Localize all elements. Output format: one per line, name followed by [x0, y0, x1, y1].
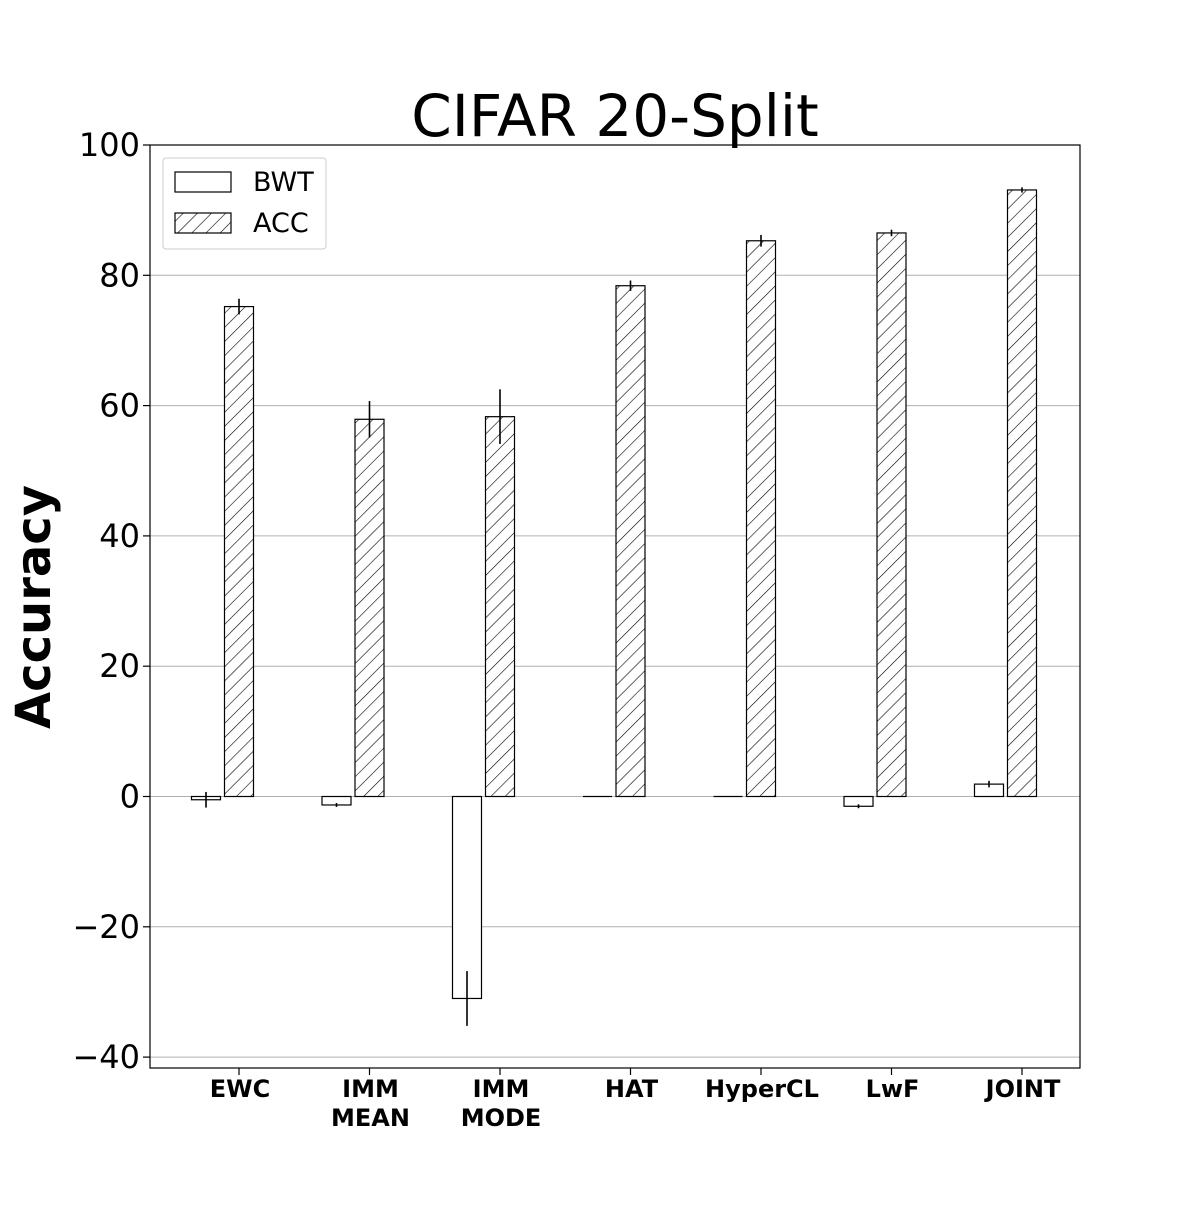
- x-tick-label: JOINT: [984, 1075, 1061, 1103]
- legend-label-bwt: BWT: [253, 167, 314, 198]
- bars-layer: [190, 187, 1038, 1026]
- y-tick-label: 80: [99, 256, 140, 294]
- acc-bar: [484, 416, 516, 798]
- acc-bar: [223, 305, 255, 798]
- y-tick-label: −40: [72, 1038, 140, 1076]
- x-tick-label: LwF: [866, 1075, 920, 1103]
- acc-bar: [1006, 189, 1038, 798]
- chart-title: CIFAR 20-Split: [411, 82, 818, 150]
- legend-swatch-acc: [174, 212, 232, 234]
- grid-layer: [150, 274, 1080, 1058]
- y-axis-label: Accuracy: [6, 485, 62, 729]
- y-tick-label: 40: [99, 517, 140, 555]
- y-tick-label: 0: [120, 778, 140, 816]
- x-tick-label: HyperCL: [705, 1075, 819, 1103]
- y-tick-label: 60: [99, 387, 140, 425]
- legend: BWT ACC: [162, 157, 327, 250]
- x-tick-label: HAT: [605, 1075, 659, 1103]
- y-tick-label: 20: [99, 647, 140, 685]
- x-tick-label: MEAN: [331, 1104, 410, 1132]
- x-tick-label: EWC: [210, 1075, 270, 1103]
- acc-bar: [615, 285, 646, 798]
- legend-swatch-bwt: [174, 171, 232, 193]
- y-tick-label: 100: [79, 126, 140, 164]
- y-tick-label: −20: [72, 908, 140, 946]
- x-tick-label: MODE: [461, 1104, 542, 1132]
- plot-frame: [149, 144, 1081, 1069]
- legend-label-acc: ACC: [253, 208, 309, 239]
- acc-bar: [876, 232, 907, 798]
- acc-bar: [745, 240, 777, 798]
- x-tick-label: IMM: [342, 1075, 399, 1103]
- acc-bar: [354, 418, 385, 798]
- bwt-bar: [451, 795, 483, 1000]
- x-tick-label: IMM: [473, 1075, 530, 1103]
